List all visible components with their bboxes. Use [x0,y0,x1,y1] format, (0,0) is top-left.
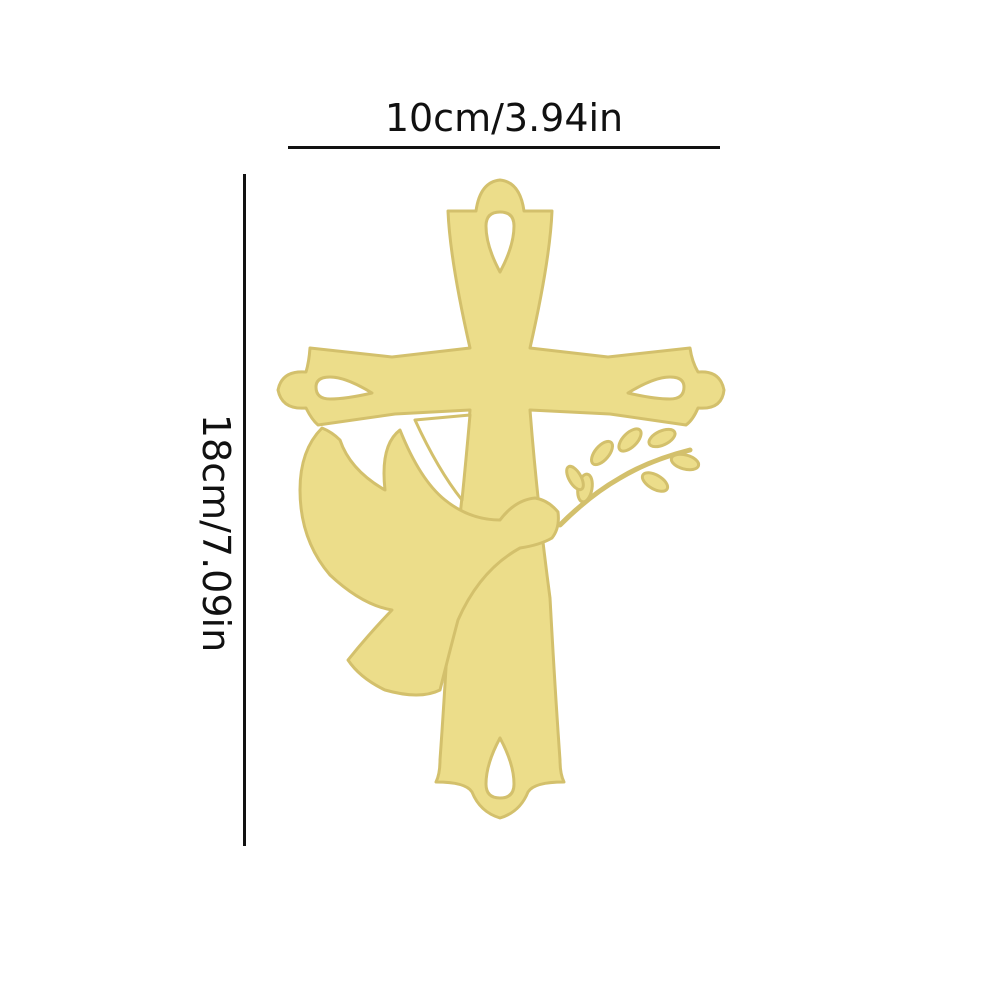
center-opening [413,413,472,502]
cross-cutouts [314,210,686,800]
cross-shape [276,178,726,820]
right-cutout [626,375,686,401]
height-dimension-line [243,174,246,846]
top-cutout [484,210,516,274]
left-cutout [314,375,374,401]
bottom-cutout [484,736,516,800]
width-dimension-label: 10cm/3.94in [384,96,624,140]
dove-shape [298,426,560,697]
olive-branch [557,427,701,528]
width-dimension-line [288,146,720,149]
